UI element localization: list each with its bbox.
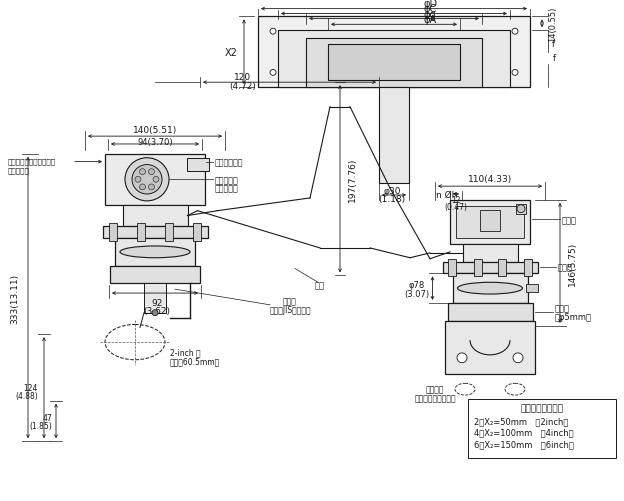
Circle shape <box>270 70 276 76</box>
Bar <box>525 285 537 293</box>
Text: （平托型，可选购）: （平托型，可选购） <box>414 394 456 403</box>
Text: 47: 47 <box>42 413 52 422</box>
Bar <box>137 224 145 241</box>
Bar <box>379 88 409 184</box>
Circle shape <box>517 205 525 213</box>
Bar <box>442 262 537 274</box>
Bar <box>516 204 526 214</box>
Bar <box>109 224 117 241</box>
Circle shape <box>457 353 467 363</box>
Text: 隔膜突出长度代码: 隔膜突出长度代码 <box>520 403 563 412</box>
Text: 2-inch 管: 2-inch 管 <box>170 348 201 357</box>
Bar <box>193 224 201 241</box>
Bar <box>448 259 456 277</box>
Bar <box>144 284 166 313</box>
Text: 140(5.51): 140(5.51) <box>133 126 177 134</box>
Text: （仅对JIS防爆型）: （仅对JIS防爆型） <box>269 306 311 315</box>
Circle shape <box>512 70 518 76</box>
Text: 2；X₂=50mm （2inch）: 2；X₂=50mm （2inch） <box>474 416 568 425</box>
Text: n Øh: n Øh <box>436 190 457 199</box>
Text: 通大气: 通大气 <box>555 304 570 313</box>
Bar <box>468 399 616 458</box>
Ellipse shape <box>457 283 522 295</box>
Bar <box>187 158 209 172</box>
Text: 92: 92 <box>151 299 163 308</box>
Bar <box>474 259 482 277</box>
Text: 14(0.55): 14(0.55) <box>548 7 557 42</box>
Text: φg: φg <box>424 10 437 20</box>
Text: 110(4.33): 110(4.33) <box>468 174 512 183</box>
Bar <box>450 200 530 244</box>
Bar <box>102 227 208 238</box>
Circle shape <box>512 29 518 35</box>
Text: (3.62): (3.62) <box>144 307 170 316</box>
Text: 12: 12 <box>451 196 461 205</box>
Bar <box>165 224 173 241</box>
Text: 146(5.75): 146(5.75) <box>568 241 577 286</box>
Bar <box>456 206 524 238</box>
Text: （可选购）: （可选购） <box>8 167 30 174</box>
Bar <box>498 259 506 277</box>
Text: φC: φC <box>424 4 437 14</box>
Circle shape <box>153 177 159 183</box>
Text: （φ5mm）: （φ5mm） <box>555 313 592 322</box>
Bar <box>524 259 532 277</box>
Text: φ30: φ30 <box>383 186 401 195</box>
Text: 4；X₂=100mm （4inch）: 4；X₂=100mm （4inch） <box>474 428 573 437</box>
Text: X2: X2 <box>225 48 238 58</box>
Text: 安装托架: 安装托架 <box>426 385 444 394</box>
Bar <box>447 303 532 321</box>
Text: 防爆锁: 防爆锁 <box>283 297 297 306</box>
Circle shape <box>270 29 276 35</box>
Text: (4.72): (4.72) <box>230 82 256 91</box>
Text: 333(13.11): 333(13.11) <box>10 273 19 323</box>
Bar <box>452 274 527 303</box>
Text: φ78: φ78 <box>408 280 424 289</box>
Bar <box>258 18 530 88</box>
Text: （可选购）: （可选购） <box>215 184 239 193</box>
Text: （直形60.5mm）: （直形60.5mm） <box>170 357 220 366</box>
Text: 导线管连接口: 导线管连接口 <box>215 158 243 167</box>
Text: 124: 124 <box>24 383 38 392</box>
Circle shape <box>140 185 145 190</box>
Ellipse shape <box>120 246 190 258</box>
Bar <box>115 238 195 266</box>
Circle shape <box>132 165 162 194</box>
Text: 6；X₂=150mm （6inch）: 6；X₂=150mm （6inch） <box>474 440 574 449</box>
Circle shape <box>513 353 523 363</box>
Text: f: f <box>552 41 555 49</box>
Circle shape <box>152 310 158 316</box>
Bar <box>306 39 482 88</box>
Bar <box>480 210 500 232</box>
Bar <box>462 244 517 262</box>
Text: φD: φD <box>424 0 438 9</box>
Text: 外部显示表导线管连接口: 外部显示表导线管连接口 <box>8 158 56 165</box>
Text: 内藏显示表: 内藏显示表 <box>215 176 239 185</box>
Text: 调零: 调零 <box>315 281 325 290</box>
Text: (0.47): (0.47) <box>444 203 467 212</box>
Text: (1.18): (1.18) <box>378 195 406 204</box>
Circle shape <box>125 158 169 201</box>
Circle shape <box>135 177 141 183</box>
Text: 197(7.76): 197(7.76) <box>348 157 357 201</box>
Text: 94(3.70): 94(3.70) <box>137 137 173 146</box>
Bar <box>122 205 187 227</box>
Bar <box>105 154 205 205</box>
Bar <box>328 45 460 81</box>
Bar <box>445 321 535 375</box>
Circle shape <box>149 185 155 190</box>
Text: 120: 120 <box>235 73 251 82</box>
Circle shape <box>140 169 145 175</box>
Bar <box>278 31 510 88</box>
Circle shape <box>149 169 155 175</box>
Text: f: f <box>553 54 556 63</box>
Text: (1.85): (1.85) <box>29 421 52 430</box>
Bar <box>110 266 200 284</box>
Text: 端子侧: 端子侧 <box>562 215 577 224</box>
Text: 接地端: 接地端 <box>557 263 572 272</box>
Text: φA: φA <box>424 16 437 26</box>
Text: (4.88): (4.88) <box>15 391 38 400</box>
Text: (3.07): (3.07) <box>404 289 429 298</box>
